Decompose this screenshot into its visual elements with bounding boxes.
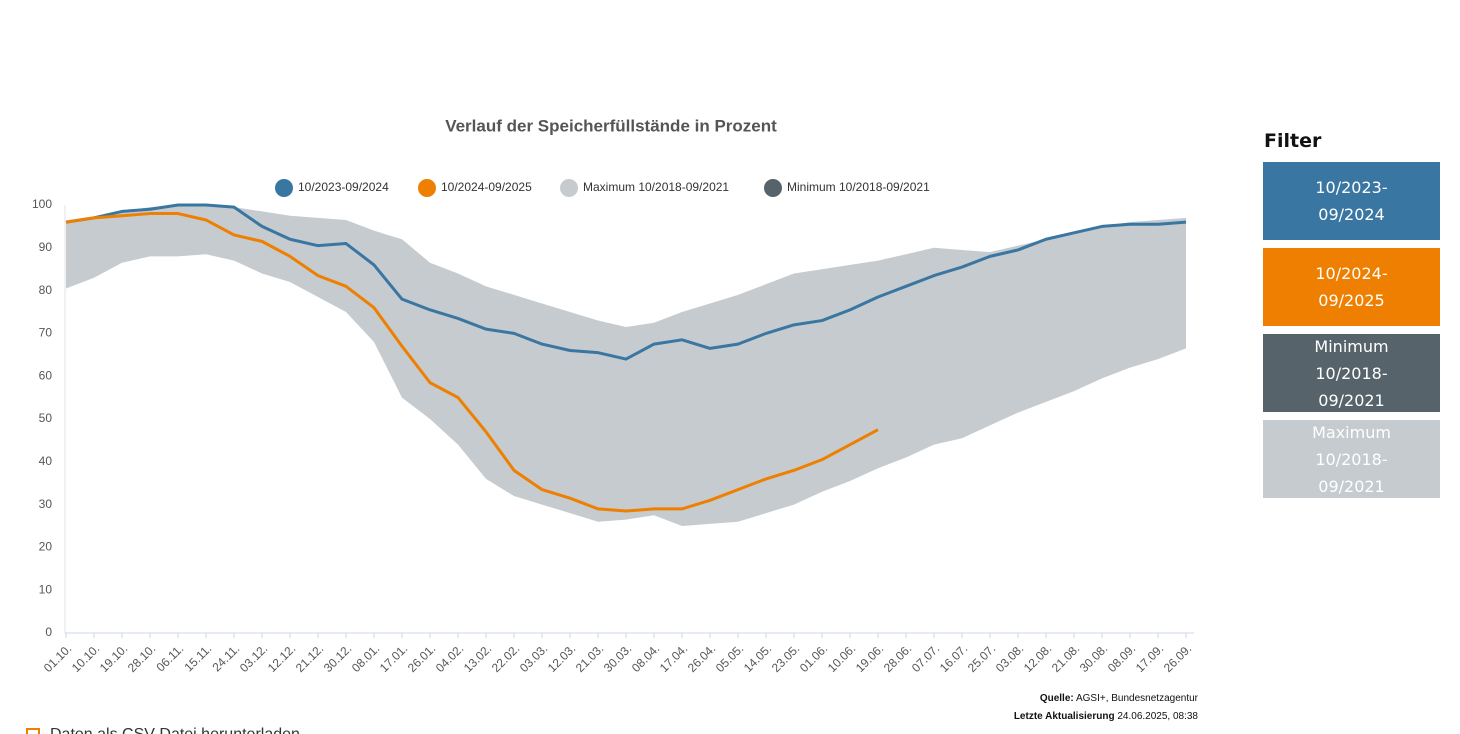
x-tick-label: 13.02. [461, 641, 494, 674]
x-tick-label: 14.05. [741, 641, 774, 674]
y-tick-label: 60 [39, 368, 53, 382]
x-tick-label: 19.10. [97, 641, 130, 674]
x-tick-label: 07.07. [909, 641, 942, 674]
y-tick-label: 80 [39, 283, 53, 297]
legend-marker [560, 179, 578, 197]
x-tick-label: 21.12. [293, 641, 326, 674]
x-tick-label: 17.01. [377, 641, 410, 674]
source-label: Quelle: [1039, 693, 1074, 704]
x-tick-label: 25.07. [965, 641, 998, 674]
source-line: Quelle: AGSI+, Bundesnetzagentur [1014, 690, 1198, 708]
x-tick-label: 03.12. [237, 641, 270, 674]
chart: Verlauf der Speicherfüllstände in Prozen… [32, 116, 1194, 674]
legend-label: 10/2023-09/2024 [298, 180, 389, 194]
x-tick-label: 30.08. [1077, 641, 1110, 674]
y-tick-label: 10 [39, 582, 53, 596]
y-tick-label: 20 [39, 540, 53, 554]
x-tick-label: 30.12. [321, 641, 354, 674]
x-tick-label: 12.08. [1021, 641, 1054, 674]
x-tick-label: 12.03. [545, 641, 578, 674]
x-tick-label: 05.05. [713, 641, 746, 674]
filter-button[interactable]: 10/2024-09/2025 [1263, 248, 1440, 326]
x-tick-label: 08.09. [1105, 641, 1138, 674]
x-tick-label: 03.03. [517, 641, 550, 674]
x-tick-label: 01.06. [797, 641, 830, 674]
legend-marker [275, 179, 293, 197]
series-line [65, 203, 1187, 361]
x-tick-label: 17.04. [657, 641, 690, 674]
chart-title: Verlauf der Speicherfüllstände in Prozen… [445, 116, 777, 135]
x-tick-label: 01.10. [41, 641, 74, 674]
x-tick-label: 30.03. [601, 641, 634, 674]
legend-marker [764, 179, 782, 197]
x-tick-label: 28.06. [881, 641, 914, 674]
x-tick-label: 26.09. [1161, 641, 1194, 674]
x-tick-label: 22.02. [489, 641, 522, 674]
x-tick-label: 15.11. [181, 641, 214, 674]
y-tick-label: 90 [39, 240, 53, 254]
legend-marker [418, 179, 436, 197]
y-tick-label: 70 [39, 326, 53, 340]
x-tick-label: 21.03. [573, 641, 606, 674]
x-tick-label: 10.06. [825, 641, 858, 674]
filter-panel: Filter 10/2023-09/2024 10/2024-09/2025 Min… [1263, 130, 1440, 506]
y-tick-label: 40 [39, 454, 53, 468]
y-tick-label: 0 [45, 625, 52, 639]
x-tick-label: 16.07. [937, 641, 970, 674]
y-tick-label: 50 [39, 411, 53, 425]
x-tick-label: 23.05. [769, 641, 802, 674]
x-tick-label: 04.02. [433, 641, 466, 674]
update-line: Letzte Aktualisierung 24.06.2025, 08:38 [1014, 708, 1198, 726]
download-link[interactable]: Daten als CSV-Datei herunterladen [26, 726, 300, 734]
min-max-band [66, 205, 1186, 526]
x-tick-label: 12.12. [265, 641, 298, 674]
source-text: AGSI+, Bundesnetzagentur [1075, 693, 1198, 704]
y-tick-label: 30 [39, 497, 53, 511]
series-line [65, 212, 879, 513]
download-text[interactable]: Daten als CSV-Datei herunterladen [50, 726, 300, 734]
x-tick-label: 21.08. [1049, 641, 1082, 674]
y-tick-label: 100 [32, 197, 52, 211]
x-tick-label: 26.04. [685, 641, 718, 674]
x-tick-label: 24.11. [209, 641, 242, 674]
filter-button[interactable]: 10/2023-09/2024 [1263, 162, 1440, 240]
x-tick-label: 19.06. [853, 641, 886, 674]
legend-label: Minimum 10/2018-09/2021 [787, 180, 930, 194]
x-tick-label: 26.01. [405, 641, 438, 674]
x-tick-label: 17.09. [1133, 641, 1166, 674]
x-tick-label: 08.01. [349, 641, 382, 674]
filter-title: Filter [1264, 130, 1322, 152]
x-tick-label: 08.04. [629, 641, 662, 674]
filter-button[interactable]: Minimum 10/2018-09/2021 [1263, 334, 1440, 412]
download-icon [26, 728, 40, 734]
x-tick-label: 10.10. [69, 641, 102, 674]
legend-label: 10/2024-09/2025 [441, 180, 532, 194]
x-tick-label: 06.11. [153, 641, 186, 674]
filter-button[interactable]: Maximum 10/2018-09/2021 [1263, 420, 1440, 498]
x-tick-label: 28.10. [125, 641, 158, 674]
x-tick-label: 03.08. [993, 641, 1026, 674]
legend-label: Maximum 10/2018-09/2021 [583, 180, 729, 194]
update-label: Letzte Aktualisierung [1013, 711, 1115, 722]
update-text: 24.06.2025, 08:38 [1117, 711, 1198, 722]
source: Quelle: AGSI+, Bundesnetzagentur Letzte … [1014, 690, 1198, 726]
